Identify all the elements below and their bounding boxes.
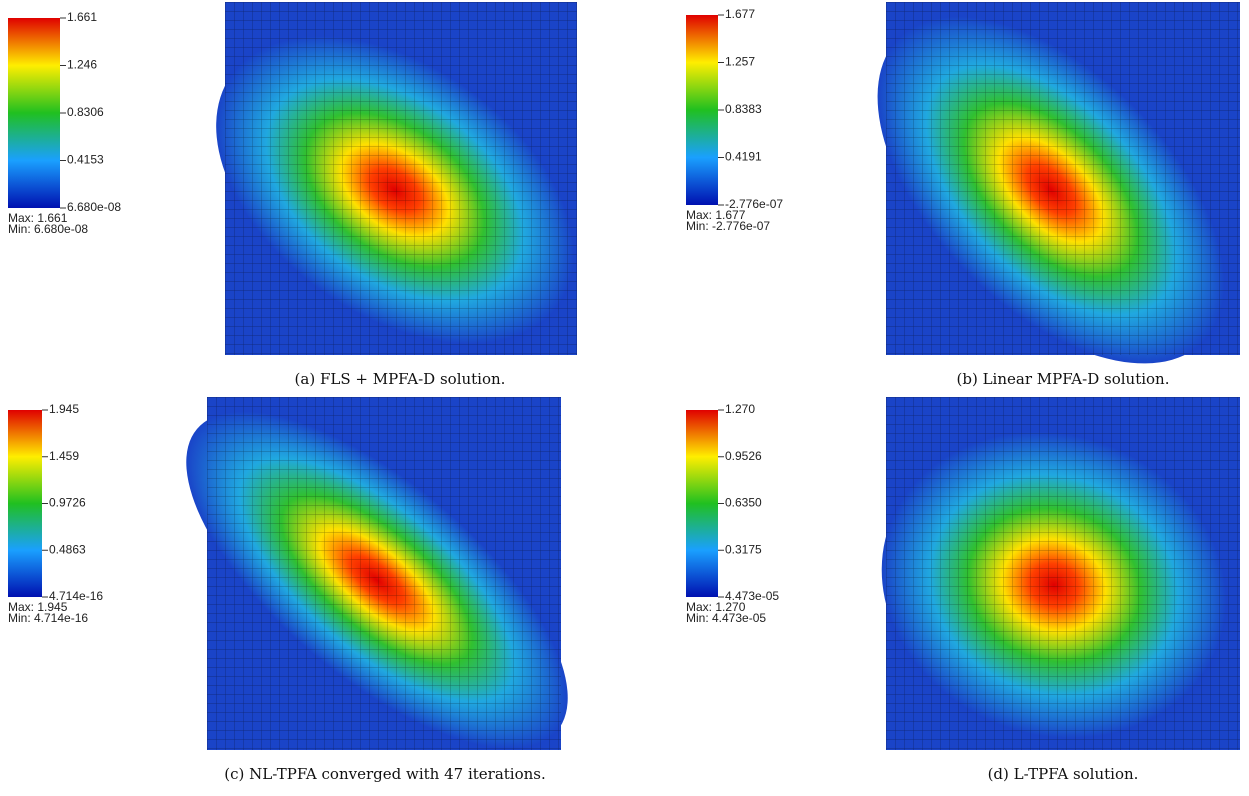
solution-plot (877, 2, 1240, 364)
colorbar-max: Max: 1.677 (686, 208, 746, 222)
colorbar-label: 0.3175 (725, 542, 762, 556)
colorbar-label: -2.776e-07 (725, 197, 783, 211)
caption: (c) NL-TPFA converged with 47 iterations… (224, 765, 546, 783)
solution-plot (881, 397, 1240, 750)
mesh (886, 397, 1240, 750)
colorbar-label: 0.9726 (49, 496, 86, 510)
caption: (a) FLS + MPFA-D solution. (295, 370, 506, 388)
colorbar (8, 410, 42, 597)
colorbar-label: 0.4191 (725, 150, 762, 164)
colorbar-label: 0.9526 (725, 449, 762, 463)
colorbar-label: 0.6350 (725, 496, 762, 510)
solution-plot (186, 397, 568, 750)
colorbar-min: Min: -2.776e-07 (686, 219, 770, 233)
colorbar (8, 18, 60, 208)
colorbar-label: 1.257 (725, 55, 755, 69)
colorbar-label: 1.246 (67, 58, 97, 72)
colorbar-label: 1.945 (49, 402, 79, 416)
colorbar-label: 1.661 (67, 10, 97, 24)
colorbar-label: 6.680e-08 (67, 200, 121, 214)
colorbar-label: 0.4153 (67, 153, 104, 167)
colorbar-label: 1.270 (725, 402, 755, 416)
mesh (207, 397, 561, 750)
colorbar-max: Max: 1.945 (8, 600, 68, 614)
colorbar-label: 0.8306 (67, 105, 104, 119)
colorbar-label: 4.473e-05 (725, 589, 779, 603)
caption: (d) L-TPFA solution. (988, 765, 1139, 783)
colorbar-max: Max: 1.270 (686, 600, 746, 614)
colorbar-min: Min: 4.714e-16 (8, 611, 88, 625)
solution-plot (216, 2, 577, 355)
colorbar-label: 0.8383 (725, 102, 762, 116)
caption: (b) Linear MPFA-D solution. (957, 370, 1170, 388)
colorbar-label: 1.459 (49, 449, 79, 463)
colorbar (686, 15, 718, 205)
colorbar-max: Max: 1.661 (8, 211, 68, 225)
colorbar-min: Min: 4.473e-05 (686, 611, 766, 625)
mesh (225, 2, 577, 355)
colorbar-label: 1.677 (725, 7, 755, 21)
colorbar (686, 410, 718, 597)
colorbar-min: Min: 6.680e-08 (8, 222, 88, 236)
mesh (886, 2, 1240, 355)
colorbar-label: 0.4863 (49, 542, 86, 556)
colorbar-label: 4.714e-16 (49, 589, 103, 603)
